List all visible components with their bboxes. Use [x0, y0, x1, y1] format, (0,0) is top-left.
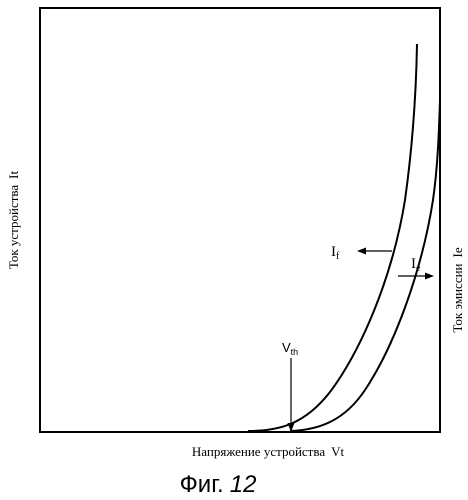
- threshold-arrowhead: [287, 423, 295, 432]
- device-current-curve: [247, 43, 418, 432]
- y-axis-left-label: Ток устройстваIt: [6, 170, 21, 269]
- x-axis-label: Напряжение устройства Vt: [192, 444, 345, 459]
- plot-frame: [39, 7, 441, 433]
- threshold-voltage-label: Vth: [282, 340, 298, 357]
- device-current-curve-label: If: [331, 244, 340, 262]
- y-axis-right-label: Ток эмиссииIe: [450, 247, 465, 332]
- figure-caption: Фиг. 12: [180, 471, 257, 498]
- device-current-arrowhead: [357, 247, 366, 255]
- emission-current-curve: [289, 99, 441, 432]
- emission-current-curve-label: Ie: [411, 256, 421, 274]
- emission-current-arrowhead: [425, 272, 434, 280]
